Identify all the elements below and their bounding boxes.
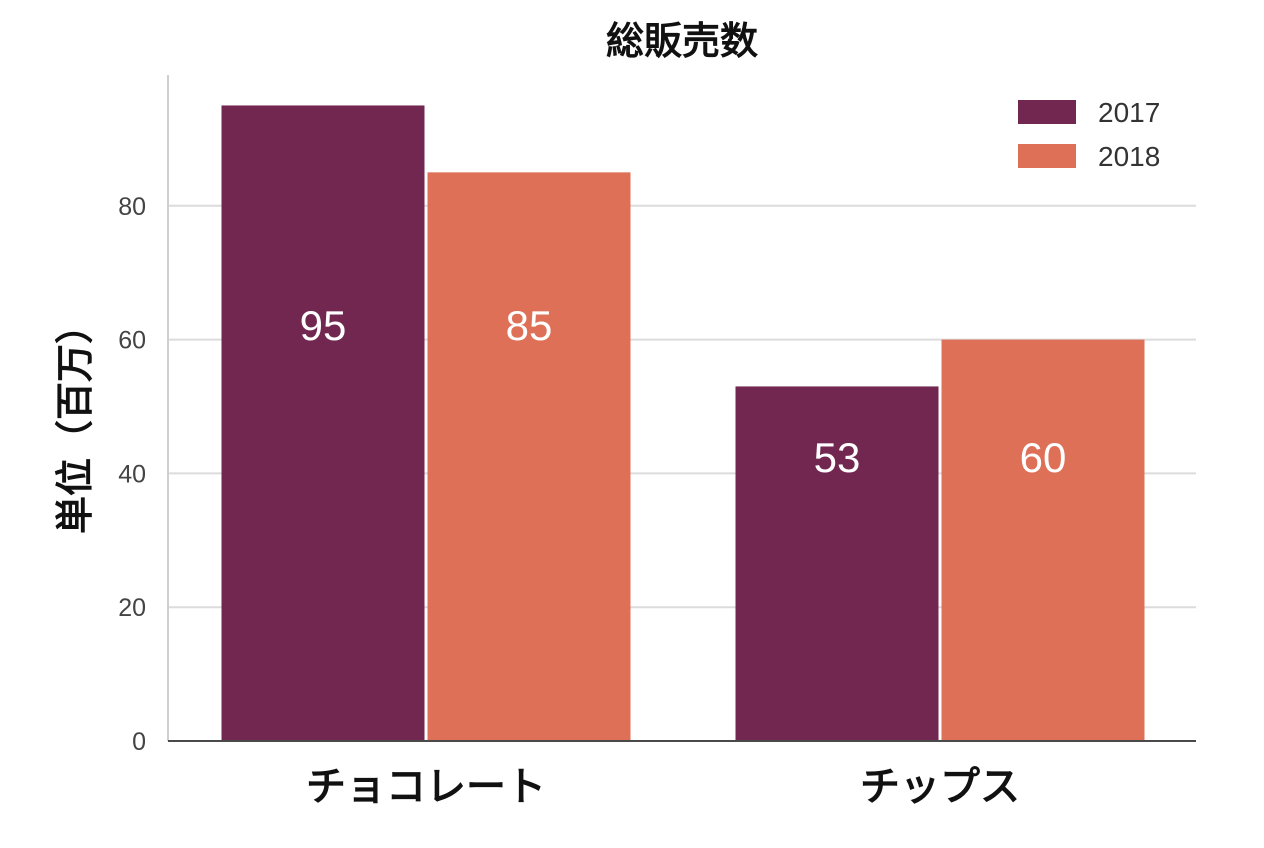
x-tick-labels: チョコレート チップス bbox=[306, 764, 1020, 810]
x-tick-label: チョコレート bbox=[306, 764, 546, 810]
bar-value-label: 85 bbox=[506, 302, 553, 349]
legend-swatch-2018 bbox=[1018, 144, 1076, 168]
y-tick-label: 60 bbox=[118, 327, 146, 355]
chart-title: 総販売数 bbox=[606, 19, 758, 63]
legend: 2017 2018 bbox=[1018, 97, 1160, 172]
y-axis-label: 単位（百万） bbox=[53, 306, 97, 534]
y-tick-label: 20 bbox=[118, 594, 146, 622]
bar-2018-1 bbox=[427, 172, 631, 742]
bar-2017-1 bbox=[221, 105, 425, 741]
x-tick-label: チップス bbox=[860, 764, 1020, 810]
legend-swatch-2017 bbox=[1018, 100, 1076, 124]
y-tick-labels: 0 20 40 60 80 bbox=[118, 193, 146, 756]
legend-label-2017: 2017 bbox=[1098, 97, 1160, 128]
y-tick-label: 80 bbox=[118, 193, 146, 221]
axes bbox=[167, 75, 1196, 742]
bar-value-labels: 95 85 53 60 bbox=[300, 302, 1067, 481]
legend-label-2018: 2018 bbox=[1098, 141, 1160, 172]
y-tick-label: 40 bbox=[118, 460, 146, 488]
bar-2017-2 bbox=[735, 386, 939, 741]
bar-value-label: 95 bbox=[300, 302, 347, 349]
bars bbox=[221, 105, 1145, 742]
bar-2018-2 bbox=[941, 339, 1145, 741]
y-tick-label: 0 bbox=[132, 728, 146, 756]
bar-value-label: 60 bbox=[1020, 434, 1067, 481]
bar-value-label: 53 bbox=[814, 434, 861, 481]
